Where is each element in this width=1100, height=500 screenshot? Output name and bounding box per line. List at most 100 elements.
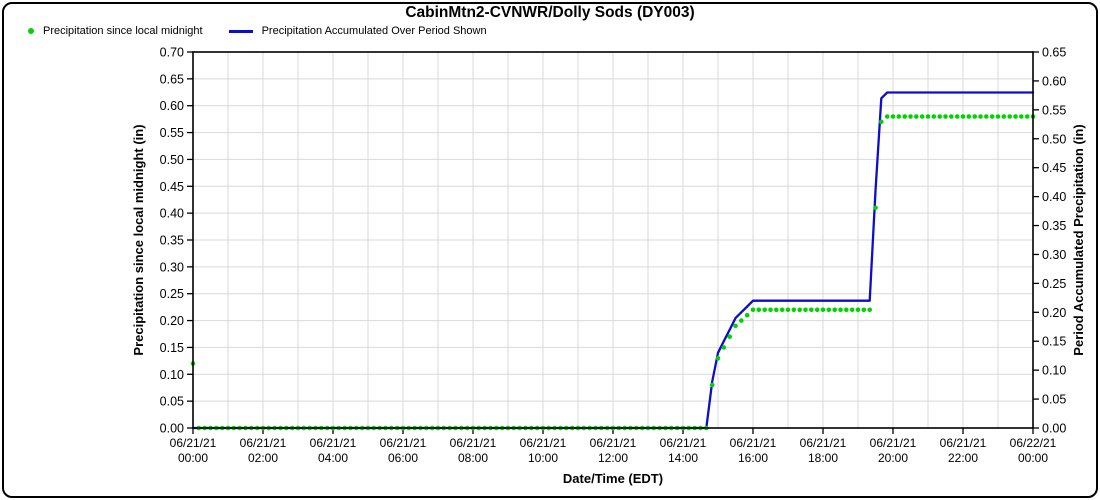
x-tick-date-label: 06/21/21 <box>310 436 357 450</box>
precip-dot <box>797 307 802 313</box>
grid-layer <box>193 52 1033 428</box>
legend-item-dots: Precipitation since local midnight <box>28 25 203 37</box>
x-tick-date-label: 06/22/21 <box>1010 436 1057 450</box>
x-tick-time-label: 18:00 <box>808 451 838 465</box>
plot-border <box>192 51 1034 429</box>
left-axis-tick-label: 0.50 <box>160 153 184 167</box>
left-axis-tick-label: 0.25 <box>160 287 184 301</box>
legend-item-line: Precipitation Accumulated Over Period Sh… <box>228 25 487 37</box>
precip-dot <box>1007 114 1012 119</box>
x-tick-time-label: 10:00 <box>528 451 558 465</box>
right-axis-tick-label: 0.65 <box>1042 46 1066 60</box>
x-tick-date-label: 06/21/21 <box>240 436 287 450</box>
x-tick-time-label: 12:00 <box>598 451 628 465</box>
precip-dot <box>803 307 808 313</box>
right-axis-tick-label: 0.15 <box>1042 335 1066 349</box>
right-axis-tick-label: 0.30 <box>1042 248 1066 262</box>
left-axis-tick-label: 0.65 <box>160 72 184 86</box>
x-tick-time-label: 16:00 <box>738 451 768 465</box>
precip-dot <box>884 114 890 119</box>
precip-dot <box>949 114 954 119</box>
left-axis-tick-label: 0.10 <box>160 368 184 382</box>
right-axis-tick-label: 0.45 <box>1042 161 1066 175</box>
precip-dot <box>744 312 750 318</box>
left-axis-tick-label: 0.60 <box>160 99 184 113</box>
right-axis-tick-label: 0.10 <box>1042 364 1066 378</box>
right-axis-tick-label: 0.20 <box>1042 306 1066 320</box>
precip-dot <box>774 307 779 313</box>
left-axis-tick-label: 0.40 <box>160 207 184 221</box>
y-axis-left-title: Precipitation since local midnight (in) <box>131 124 146 355</box>
precip-dot <box>989 114 995 119</box>
precip-dot <box>768 307 773 313</box>
precip-dot <box>721 345 727 350</box>
right-axis-tick-label: 0.25 <box>1042 277 1066 291</box>
plot-area-border <box>192 51 1034 429</box>
x-tick-date-label: 06/21/21 <box>170 436 217 450</box>
precip-dot <box>756 307 762 313</box>
precip-dot <box>867 307 872 313</box>
left-axis-tick-label: 0.55 <box>160 126 184 140</box>
precip-dot <box>785 307 791 313</box>
x-tick-time-label: 06:00 <box>388 451 418 465</box>
precip-dot <box>809 307 814 313</box>
precip-dot <box>873 205 878 211</box>
precip-dot <box>832 307 837 313</box>
x-tick-time-label: 04:00 <box>318 451 348 465</box>
precip-dot <box>972 114 977 119</box>
left-axis-tick-label: 0.30 <box>160 260 184 274</box>
precip-dot <box>890 114 896 119</box>
precip-dot <box>902 114 907 119</box>
left-axis-tick-label: 0.00 <box>160 422 184 436</box>
x-tick-time-label: 22:00 <box>948 451 978 465</box>
x-tick-date-label: 06/21/21 <box>870 436 917 450</box>
left-axis-tick-label: 0.20 <box>160 314 184 328</box>
precip-dot <box>896 114 902 119</box>
left-axis-tick-label: 0.15 <box>160 341 184 355</box>
x-tick-time-label: 08:00 <box>458 451 488 465</box>
green-dot-marker-icon <box>28 28 34 34</box>
precip-dot <box>826 307 832 313</box>
x-tick-time-label: 20:00 <box>878 451 908 465</box>
precip-dot <box>943 114 948 119</box>
precip-dot <box>814 307 820 313</box>
precip-dot <box>855 307 861 313</box>
left-axis-tick-label: 0.70 <box>160 46 184 60</box>
precip-dot <box>739 318 744 323</box>
right-axis-tick-label: 0.50 <box>1042 132 1066 146</box>
precip-dot <box>879 119 884 125</box>
precip-dot <box>960 114 966 119</box>
legend: Precipitation since local midnight Preci… <box>28 25 487 37</box>
precip-dot <box>937 114 942 119</box>
precip-dot <box>925 114 931 119</box>
left-axis-tick-label: 0.45 <box>160 180 184 194</box>
x-tick-time-label: 00:00 <box>178 451 208 465</box>
precip-dot <box>931 114 937 119</box>
legend-label-dots: Precipitation since local midnight <box>43 25 203 37</box>
x-tick-date-label: 06/21/21 <box>520 436 567 450</box>
x-tick-date-label: 06/21/21 <box>590 436 637 450</box>
precip-dot <box>1019 114 1024 119</box>
right-axis-tick-label: 0.00 <box>1042 422 1066 436</box>
x-tick-time-label: 00:00 <box>1018 451 1048 465</box>
precip-dot <box>820 307 826 313</box>
precip-dot <box>1001 114 1007 119</box>
precip-dot <box>727 334 732 340</box>
right-axis-tick-label: 0.40 <box>1042 190 1066 204</box>
precip-dot <box>715 355 721 361</box>
blue-line-marker-icon <box>228 29 253 33</box>
x-tick-date-label: 06/21/21 <box>380 436 427 450</box>
right-axis-tick-label: 0.60 <box>1042 74 1066 88</box>
precip-dot <box>791 307 797 313</box>
right-axis-tick-label: 0.55 <box>1042 103 1066 117</box>
precip-dot <box>709 382 715 388</box>
precip-dot <box>914 114 919 119</box>
x-tick-time-label: 02:00 <box>248 451 278 465</box>
precip-dot <box>762 307 767 313</box>
x-axis-title: Date/Time (EDT) <box>563 471 663 486</box>
left-axis-tick-label: 0.35 <box>160 234 184 248</box>
precip-dot <box>750 307 756 313</box>
precip-dot <box>838 307 843 313</box>
x-tick-date-label: 06/21/21 <box>800 436 847 450</box>
